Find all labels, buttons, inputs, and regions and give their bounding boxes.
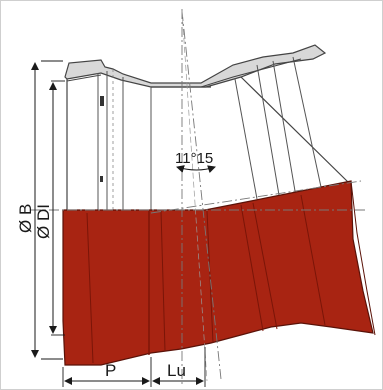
dimension-inner-diameter: Ø DI xyxy=(34,80,65,336)
outer-diameter-label: Ø B xyxy=(16,204,35,233)
section-shade-5 xyxy=(240,204,264,332)
section-shade-6 xyxy=(252,202,278,330)
section-shade-7 xyxy=(300,194,326,326)
section-line-7 xyxy=(272,60,296,192)
section-shade-3 xyxy=(160,210,166,352)
pipe-lower-section xyxy=(62,180,376,366)
section-line-8 xyxy=(292,56,322,188)
section-line-6 xyxy=(256,64,280,196)
useful-length-label: Lu xyxy=(167,361,186,380)
dimension-outer-diameter: Ø B xyxy=(16,60,63,360)
section-line-5 xyxy=(234,78,258,200)
angle-arc xyxy=(176,165,216,174)
upper-bend-outline xyxy=(151,58,302,88)
socket-seal-mark xyxy=(100,96,104,106)
angle-label: 11°15 xyxy=(175,150,213,167)
centerlines xyxy=(31,9,366,385)
section-shade-4 xyxy=(206,210,214,344)
pipe-body-section xyxy=(62,180,374,366)
bend-axis-inclined-2 xyxy=(181,10,208,382)
socket-flange-profile xyxy=(64,44,327,88)
socket-seal-mark-2 xyxy=(100,176,103,182)
inner-diameter-label: Ø DI xyxy=(34,204,53,239)
section-shade-1 xyxy=(86,212,94,364)
pipe-upper-cutaway xyxy=(64,44,350,210)
bend-axis-inclined xyxy=(181,10,222,380)
spigot-end-bevel xyxy=(350,180,376,336)
angle-annotation: 11°15 xyxy=(175,150,216,174)
socket-depth-label: P xyxy=(105,361,116,380)
dimension-bottom: P Lu xyxy=(62,347,206,387)
